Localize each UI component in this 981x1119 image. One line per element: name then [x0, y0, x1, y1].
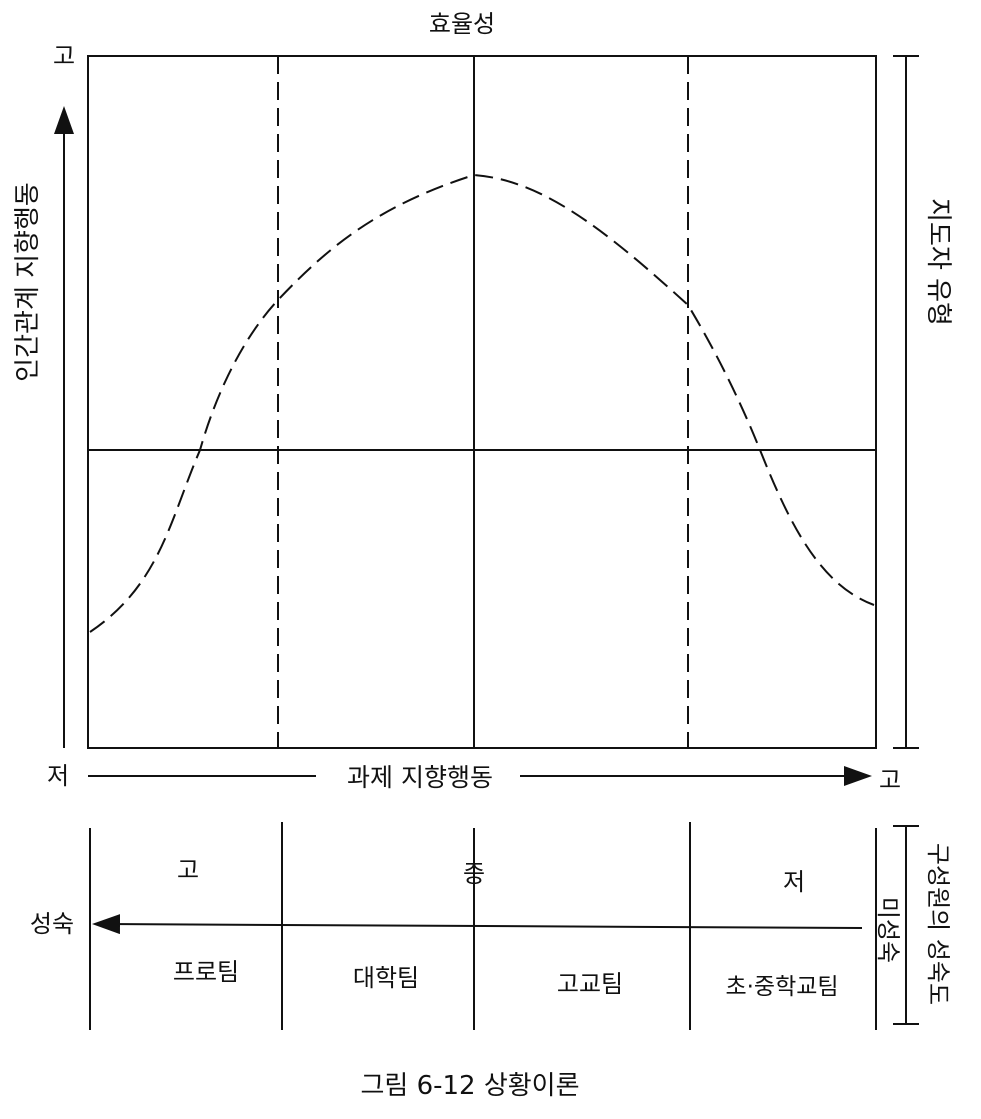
maturity-mid-label: 중 — [463, 860, 485, 888]
y-axis-title: 인간관계 지향행동 — [13, 182, 43, 382]
y-axis-high-label: 고 — [53, 42, 75, 70]
team-college: 대학팀 — [353, 964, 419, 992]
team-pro: 프로팀 — [173, 958, 239, 986]
member-maturity-label: 구성원의 성숙도 — [924, 843, 952, 1005]
figure-caption: 그림 6-12 상황이론 — [360, 1071, 579, 1101]
maturity-high-label: 고 — [177, 856, 199, 884]
team-elementary-middle: 초·중학교팀 — [725, 974, 838, 1000]
maturity-low-label: 저 — [783, 868, 805, 896]
immature-label: 미성숙 — [874, 897, 902, 963]
mature-label: 성숙 — [30, 910, 74, 938]
maturity-arrow — [92, 914, 863, 935]
leader-type-bracket — [893, 55, 919, 749]
team-highschool: 고교팀 — [557, 970, 623, 998]
x-axis-high-label: 고 — [879, 766, 901, 794]
x-axis-title: 과제 지향행동 — [347, 763, 493, 792]
leader-type-label: 지도자 유형 — [923, 198, 953, 326]
member-maturity-bracket — [893, 825, 919, 1025]
efficiency-label: 효율성 — [429, 10, 495, 38]
y-axis-low-label: 저 — [47, 762, 69, 790]
main-quadrant-box — [87, 55, 877, 749]
effectiveness-curve — [89, 173, 875, 633]
